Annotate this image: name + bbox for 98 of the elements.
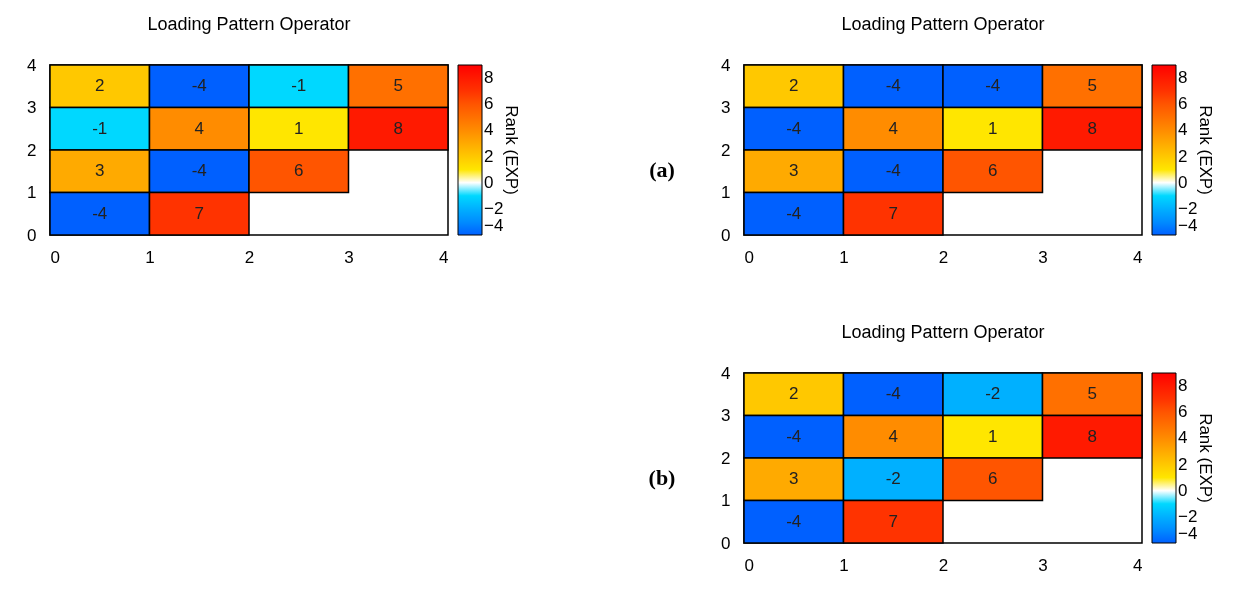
- color-bar-label: 4: [1178, 120, 1188, 140]
- x-tick-label: 3: [1038, 247, 1048, 267]
- data-label: 4: [888, 426, 898, 446]
- x-tick-label: 3: [1038, 555, 1048, 575]
- data-label: 6: [988, 161, 998, 181]
- color-bar-label: 0: [1178, 480, 1188, 500]
- x-tick-label: 1: [839, 555, 849, 575]
- chart-title: Loading Pattern Operator: [147, 14, 351, 34]
- color-bar-label: 8: [1178, 376, 1188, 396]
- data-label: 4: [888, 118, 898, 138]
- data-label: -2: [885, 469, 901, 489]
- data-label: -4: [191, 76, 207, 96]
- data-label: 6: [988, 469, 998, 489]
- y-tick-label: 1: [27, 183, 37, 202]
- color-bar-label: 8: [1178, 68, 1188, 88]
- color-bar-title: Rank (EXP): [502, 105, 521, 195]
- data-label: 1: [988, 118, 998, 138]
- y-tick-label: 1: [721, 491, 731, 510]
- y-tick-label: 4: [721, 363, 731, 383]
- data-label: -4: [786, 511, 802, 531]
- text: (b): [648, 465, 676, 490]
- y-tick-label: 1: [721, 183, 731, 202]
- y-tick-label: 4: [721, 55, 731, 75]
- data-label: 8: [1087, 118, 1097, 138]
- x-tick-label: 3: [344, 247, 354, 267]
- data-label: 3: [789, 161, 799, 181]
- data-label: 6: [294, 161, 304, 181]
- color-bar-label: −2: [484, 198, 504, 218]
- data-label: -4: [885, 161, 901, 181]
- color-bar-label: 6: [1178, 402, 1188, 422]
- color-bar-label: 6: [1178, 94, 1188, 114]
- color-bar-label: −4: [1178, 216, 1198, 235]
- x-tick-label: 0: [744, 247, 754, 267]
- data-label: -4: [885, 384, 901, 404]
- data-label: 2: [789, 384, 799, 404]
- color-bar-title: Rank (EXP): [1196, 105, 1215, 195]
- color-bar-label: 6: [484, 94, 494, 114]
- data-label: 3: [95, 161, 105, 181]
- y-tick-label: 3: [721, 406, 731, 425]
- chart-title: Loading Pattern Operator: [841, 322, 1045, 342]
- data-label: 4: [194, 118, 204, 138]
- x-tick-label: 1: [145, 247, 155, 267]
- data-label: -4: [786, 203, 802, 223]
- data-label: -1: [92, 118, 108, 138]
- y-tick-label: 0: [721, 225, 731, 245]
- data-label: -4: [885, 76, 901, 96]
- y-tick-label: 4: [27, 55, 37, 75]
- x-tick-label: 4: [1133, 555, 1143, 575]
- color-bar-title: Rank (EXP): [1196, 413, 1215, 503]
- x-tick-label: 0: [50, 247, 60, 267]
- x-tick-label: 2: [938, 247, 949, 267]
- data-label: 1: [294, 118, 304, 138]
- color-bar-label: 2: [484, 146, 494, 166]
- data-label: 1: [988, 426, 998, 446]
- data-label: -4: [92, 203, 108, 223]
- data-label: -1: [291, 76, 307, 96]
- x-tick-label: 0: [744, 555, 754, 575]
- y-tick-label: 3: [27, 98, 37, 117]
- color-bar-label: 4: [1178, 428, 1188, 448]
- color-bar-label: 0: [484, 172, 494, 192]
- data-label: -4: [786, 118, 802, 138]
- y-tick-label: 3: [721, 98, 731, 117]
- data-label: 5: [1087, 76, 1097, 96]
- y-tick-label: 2: [27, 140, 37, 160]
- data-label: 2: [95, 76, 105, 96]
- x-tick-label: 2: [938, 555, 949, 575]
- y-tick-label: 2: [721, 448, 731, 468]
- data-label: 2: [789, 76, 799, 96]
- x-tick-label: 4: [439, 247, 449, 267]
- y-tick-label: 0: [721, 533, 731, 553]
- data-label: 5: [1087, 384, 1097, 404]
- x-tick-label: 1: [839, 247, 849, 267]
- color-bar-label: 0: [1178, 172, 1188, 192]
- data-label: 5: [393, 76, 403, 96]
- data-label: 7: [888, 511, 898, 531]
- y-tick-label: 0: [27, 225, 37, 245]
- chart-title: Loading Pattern Operator: [841, 14, 1045, 34]
- data-label: -2: [985, 384, 1001, 404]
- color-bar-label: −2: [1178, 198, 1198, 218]
- color-bar-label: 8: [484, 68, 494, 88]
- color-bar-label: −4: [1178, 524, 1198, 543]
- data-label: 8: [1087, 426, 1097, 446]
- color-bar-label: 4: [484, 120, 494, 140]
- data-label: -4: [985, 76, 1001, 96]
- x-tick-label: 2: [244, 247, 255, 267]
- color-bar-label: 2: [1178, 146, 1188, 166]
- data-label: 7: [888, 203, 898, 223]
- color-bar-label: 2: [1178, 454, 1188, 474]
- data-label: -4: [786, 426, 802, 446]
- data-label: 7: [194, 203, 204, 223]
- data-label: 8: [393, 118, 403, 138]
- data-label: -4: [191, 161, 207, 181]
- x-tick-label: 4: [1133, 247, 1143, 267]
- text: (a): [649, 157, 675, 182]
- y-tick-label: 2: [721, 140, 731, 160]
- color-bar-label: −2: [1178, 506, 1198, 526]
- color-bar-label: −4: [484, 216, 504, 235]
- data-label: 3: [789, 469, 799, 489]
